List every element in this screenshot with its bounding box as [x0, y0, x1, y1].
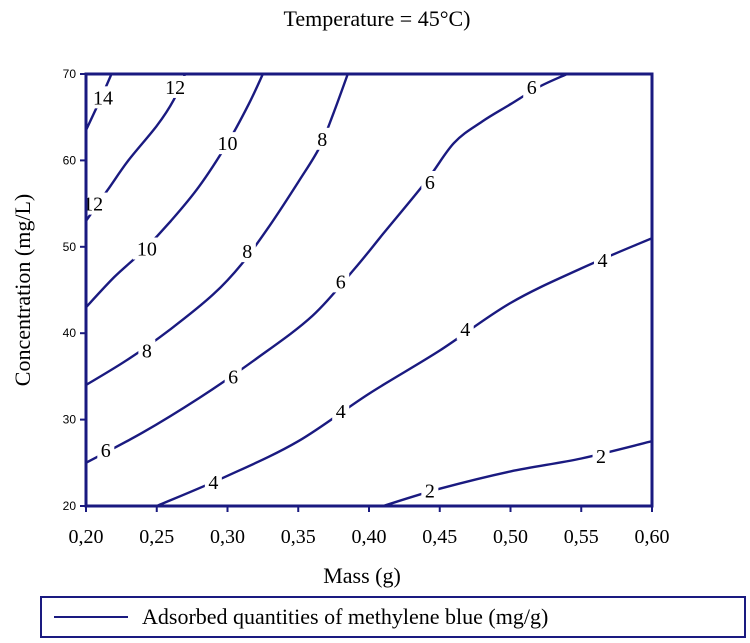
contour-label-6: 6	[425, 172, 435, 194]
x-tick-label: 0,30	[210, 526, 245, 548]
contour-label-2: 2	[596, 446, 606, 468]
contour-label-bg	[204, 470, 222, 493]
y-axis-label: Concentration (mg/L)	[10, 194, 35, 386]
contour-label-bg	[132, 237, 161, 260]
contour-label-bg	[332, 270, 350, 293]
contour-label-6: 6	[336, 271, 346, 293]
contour-label-bg	[421, 171, 439, 193]
y-axis: 20 30 40 50 60 70	[63, 67, 86, 513]
y-tick-label: 20	[63, 499, 77, 513]
plot-frame	[84, 72, 654, 508]
contour-label-4: 4	[336, 401, 346, 423]
contour-label-bg	[213, 132, 242, 155]
contour-label-bg	[161, 75, 190, 98]
contour-label-bg	[97, 438, 115, 461]
contour-label-bg	[88, 86, 117, 109]
x-tick-label: 0,50	[493, 526, 528, 548]
y-tick-label: 70	[63, 67, 77, 81]
legend: Adsorbed quantities of methylene blue (m…	[40, 596, 746, 638]
contour-label-6: 6	[101, 440, 111, 462]
contour-label-6: 6	[527, 77, 537, 99]
contour-label-bg	[523, 75, 541, 98]
contour-label-bg	[332, 399, 350, 422]
contour-label-bg	[224, 365, 242, 388]
x-tick-label: 0,20	[69, 526, 104, 548]
x-tick-label: 0,40	[352, 526, 387, 548]
y-tick-label: 40	[63, 326, 77, 340]
x-tick-label: 0,35	[281, 526, 316, 548]
x-tick-label: 0,45	[422, 526, 457, 548]
contour-lines	[86, 74, 652, 506]
x-tick-label: 0,55	[564, 526, 599, 548]
contour-label-12: 12	[165, 77, 185, 99]
x-axis: 0,20 0,25 0,30 0,35 0,40 0,45 0,50 0,55 0,60	[69, 506, 670, 548]
contour-line-4	[156, 237, 652, 506]
chart-title: Temperature = 45°C)	[283, 6, 470, 31]
contour-label-bg	[138, 339, 156, 362]
y-tick-label: 60	[63, 153, 77, 167]
contour-label-10: 10	[218, 133, 238, 155]
legend-box	[40, 596, 746, 638]
contour-label-2: 2	[425, 480, 435, 502]
contour-label-14: 14	[93, 87, 113, 109]
contour-line-8	[86, 74, 349, 387]
contour-line-6	[86, 74, 568, 464]
contour-label-bg	[421, 479, 439, 502]
y-tick-label: 30	[63, 413, 77, 427]
contour-labels: 14 12 12 10 10 8 8 8 6 6 6 6 6 4 4 4 4 2 2	[79, 75, 611, 502]
x-axis-label: Mass (g)	[323, 563, 401, 588]
x-tick-label: 0,60	[635, 526, 670, 548]
legend-label: Adsorbed quantities of methylene blue (m…	[142, 604, 548, 629]
contour-label-8: 8	[242, 241, 252, 263]
contour-label-8: 8	[317, 129, 327, 151]
contour-label-8: 8	[142, 340, 152, 362]
contour-label-bg	[456, 317, 474, 340]
contour-label-10: 10	[137, 239, 157, 261]
contour-label-4: 4	[460, 319, 470, 341]
contour-label-bg	[593, 248, 611, 271]
contour-label-4: 4	[597, 250, 607, 272]
contour-label-bg	[238, 240, 256, 263]
x-tick-label: 0,25	[139, 526, 174, 548]
contour-label-6: 6	[228, 366, 238, 388]
contour-label-4: 4	[208, 472, 218, 494]
contour-label-bg	[313, 127, 331, 150]
plot-area: 14 12 12 10 10 8 8 8 6 6 6 6 6 4 4 4 4 2 2	[79, 72, 654, 508]
contour-label-bg	[592, 444, 610, 467]
contour-line-10	[86, 74, 264, 309]
y-tick-label: 50	[63, 240, 77, 254]
contour-label-12: 12	[83, 194, 103, 216]
